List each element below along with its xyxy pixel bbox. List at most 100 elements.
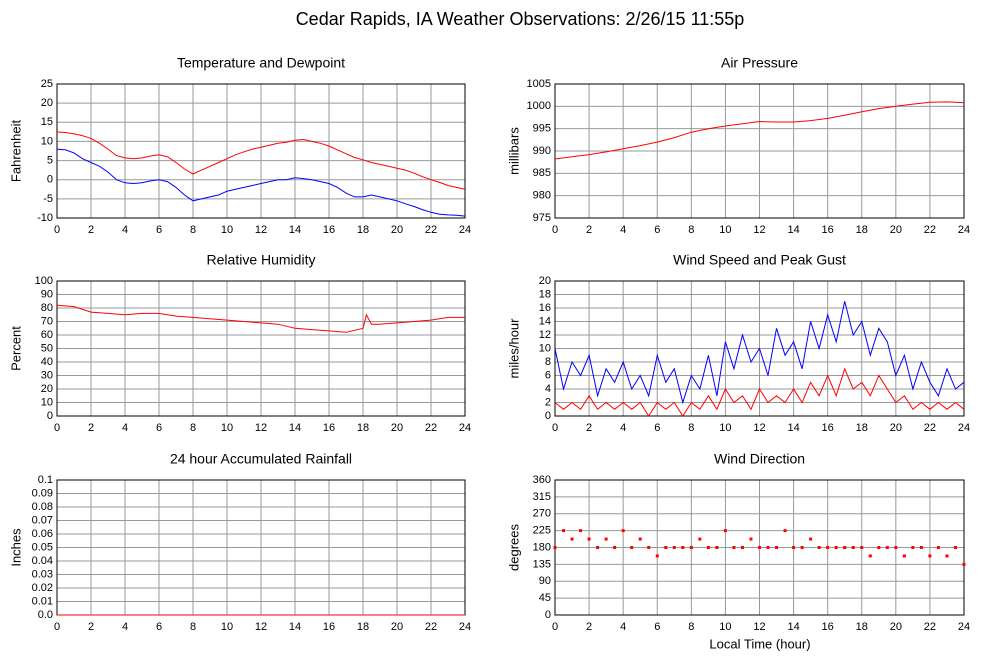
x-tick-label: 14 xyxy=(787,224,799,236)
data-point xyxy=(953,546,957,549)
x-tick-label: 6 xyxy=(654,422,660,434)
x-tick-label: 20 xyxy=(890,621,902,633)
y-tick-label: 80 xyxy=(41,302,53,314)
x-tick-label: 22 xyxy=(425,422,437,434)
x-tick-label: 8 xyxy=(190,224,196,236)
y-tick-label: 1005 xyxy=(527,78,551,90)
x-tick-label: 0 xyxy=(552,224,558,236)
y-tick-label: 990 xyxy=(533,145,551,157)
x-tick-label: 16 xyxy=(822,621,834,633)
data-point xyxy=(621,529,625,533)
x-tick-label: 20 xyxy=(890,422,902,434)
y-tick-label: 0 xyxy=(545,410,551,422)
y-tick-label: 0.08 xyxy=(32,501,53,513)
data-point xyxy=(740,546,744,549)
data-point xyxy=(792,546,796,549)
data-point xyxy=(766,546,770,549)
x-tick-label: 22 xyxy=(924,621,936,633)
x-tick-label: 10 xyxy=(719,422,731,434)
y-tick-label: 15 xyxy=(41,116,53,128)
x-tick-label: 22 xyxy=(924,224,936,236)
x-tick-label: 10 xyxy=(221,224,233,236)
x-tick-label: 4 xyxy=(122,224,128,236)
data-point xyxy=(936,546,940,549)
y-tick-label: 135 xyxy=(533,558,551,570)
x-tick-label: 8 xyxy=(190,621,196,633)
data-point xyxy=(834,546,838,549)
x-tick-label: 8 xyxy=(688,422,694,434)
x-tick-label: 20 xyxy=(391,621,403,633)
y-tick-label: 0.02 xyxy=(32,582,53,594)
chart-title: Temperature and Dewpoint xyxy=(177,55,345,71)
chart-title: Relative Humidity xyxy=(207,252,316,268)
y-tick-label: 90 xyxy=(41,288,53,300)
x-tick-label: 2 xyxy=(88,422,94,434)
y-tick-label: 0.1 xyxy=(38,474,53,486)
data-point xyxy=(706,546,710,549)
data-point xyxy=(817,546,821,549)
y-tick-label: 0.05 xyxy=(32,541,53,553)
y-tick-label: 45 xyxy=(539,592,551,604)
y-tick-label: 10 xyxy=(41,396,53,408)
data-point xyxy=(783,529,787,533)
x-tick-label: 12 xyxy=(753,621,765,633)
y-tick-label: 25 xyxy=(41,78,53,90)
data-point xyxy=(579,529,583,533)
data-point xyxy=(911,546,915,549)
y-tick-label: 5 xyxy=(47,154,53,166)
y-tick-label: 0.0 xyxy=(38,609,53,621)
x-tick-label: 2 xyxy=(586,224,592,236)
x-tick-label: 12 xyxy=(255,224,267,236)
data-point xyxy=(630,546,634,549)
x-tick-label: 12 xyxy=(255,621,267,633)
x-tick-label: 12 xyxy=(753,422,765,434)
plot-frame xyxy=(56,280,466,417)
data-point xyxy=(681,546,685,549)
data-point xyxy=(732,546,736,549)
x-tick-label: 18 xyxy=(856,621,868,633)
x-tick-label: 16 xyxy=(323,224,335,236)
x-tick-label: 18 xyxy=(357,621,369,633)
x-tick-label: 4 xyxy=(620,224,626,236)
data-point xyxy=(638,537,642,541)
x-tick-label: 20 xyxy=(391,422,403,434)
x-tick-label: 14 xyxy=(289,422,301,434)
x-tick-label: 16 xyxy=(323,621,335,633)
x-tick-label: 0 xyxy=(552,621,558,633)
y-tick-label: -10 xyxy=(37,212,53,224)
y-tick-label: 20 xyxy=(41,97,53,109)
x-tick-label: 16 xyxy=(822,422,834,434)
x-tick-label: 6 xyxy=(654,224,660,236)
data-point xyxy=(570,537,574,541)
x-axis-label: Local Time (hour) xyxy=(709,636,810,651)
y-tick-label: 980 xyxy=(533,190,551,202)
y-tick-label: 0.04 xyxy=(32,555,53,567)
data-point xyxy=(647,546,651,549)
y-tick-label: 40 xyxy=(41,356,53,368)
data-point xyxy=(587,537,591,541)
y-tick-label: 90 xyxy=(539,575,551,587)
data-line xyxy=(56,131,466,190)
data-point xyxy=(945,554,949,558)
data-point xyxy=(715,546,719,549)
x-tick-label: 10 xyxy=(221,621,233,633)
plot-frame xyxy=(56,83,466,219)
x-tick-label: 20 xyxy=(391,224,403,236)
data-point xyxy=(596,546,600,549)
y-tick-label: 0.03 xyxy=(32,568,53,580)
data-point xyxy=(613,546,617,549)
x-tick-label: 22 xyxy=(425,224,437,236)
data-point xyxy=(553,546,557,549)
x-tick-label: 0 xyxy=(54,422,60,434)
x-tick-label: 18 xyxy=(357,422,369,434)
x-tick-label: 18 xyxy=(357,224,369,236)
data-point xyxy=(758,546,761,549)
x-tick-label: 4 xyxy=(620,621,626,633)
y-tick-label: 2 xyxy=(545,396,551,408)
x-tick-label: 16 xyxy=(822,224,834,236)
x-tick-label: 0 xyxy=(54,621,60,633)
data-point xyxy=(826,546,830,549)
data-point xyxy=(698,537,702,541)
x-tick-label: 2 xyxy=(88,224,94,236)
data-point xyxy=(962,562,966,566)
